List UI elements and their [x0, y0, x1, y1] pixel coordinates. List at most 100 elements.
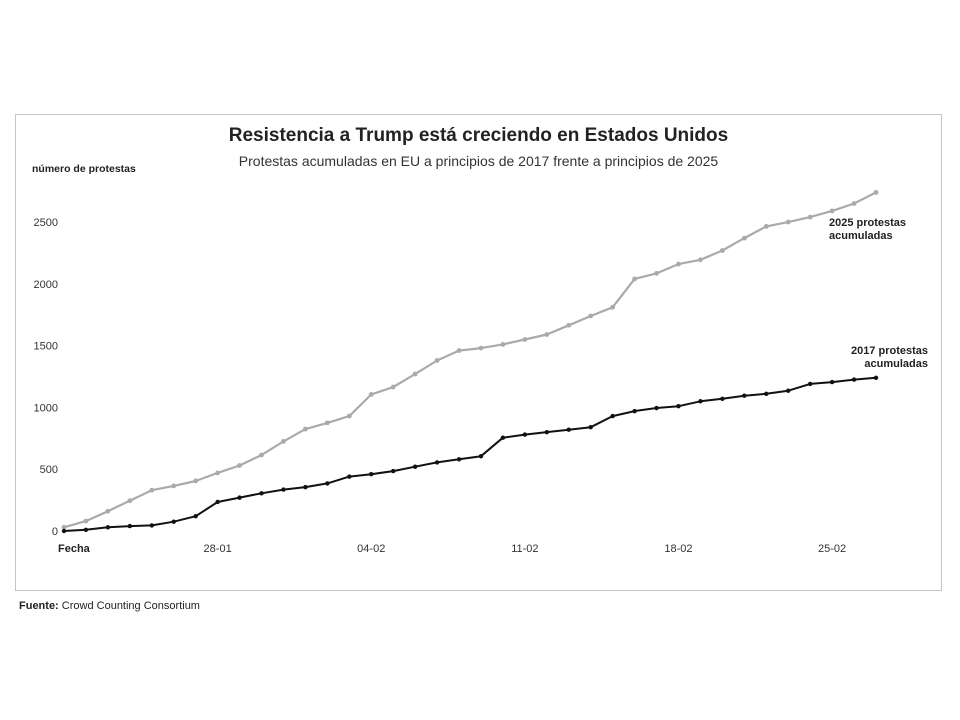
data-point-2025 [544, 332, 550, 337]
y-tick-label: 500 [40, 464, 58, 476]
data-point-2025 [434, 358, 440, 363]
data-point-2017 [61, 528, 67, 534]
data-point-2017 [764, 391, 769, 397]
data-point-2025 [456, 348, 462, 353]
source-note: Fuente: Crowd Counting Consortium [19, 600, 200, 612]
data-point-2025 [105, 508, 111, 514]
x-tick-label: 18-02 [664, 543, 692, 555]
data-point-2025 [368, 392, 374, 397]
data-point-2025 [741, 235, 747, 241]
data-point-2025 [215, 470, 221, 476]
data-point-2017 [807, 381, 813, 387]
data-point-2017 [83, 527, 89, 532]
data-point-2017 [786, 388, 791, 393]
data-point-2017 [654, 405, 659, 411]
chart-frame: Resistencia a Trump está creciendo en Es… [15, 114, 942, 591]
data-point-2025 [412, 371, 418, 377]
data-point-2025 [303, 426, 308, 432]
source-label: Fuente: [19, 600, 59, 612]
data-point-2025 [478, 345, 484, 351]
data-point-2017 [127, 523, 133, 529]
data-point-2017 [390, 468, 396, 474]
data-point-2025 [654, 270, 659, 276]
series-line-2017 [63, 376, 877, 532]
y-tick-label: 1000 [34, 402, 58, 414]
data-point-2017 [412, 464, 418, 469]
data-point-2017 [434, 460, 440, 465]
data-point-2017 [149, 523, 154, 528]
series-line-2025 [63, 191, 877, 529]
x-axis-label: Fecha [58, 543, 91, 555]
data-point-2025 [588, 313, 594, 319]
data-point-2017 [829, 379, 835, 385]
x-tick-label: 11-02 [511, 543, 538, 555]
data-point-2017 [347, 474, 352, 479]
data-point-2025 [676, 261, 681, 267]
data-point-2017 [588, 425, 593, 430]
y-tick-label: 0 [52, 526, 58, 538]
x-tick-label: 28-01 [204, 543, 232, 555]
data-point-2025 [851, 201, 857, 206]
data-point-2025 [763, 223, 769, 229]
data-point-2025 [566, 322, 572, 328]
data-point-2025 [522, 337, 528, 342]
data-point-2025 [698, 257, 703, 263]
x-tick-label: 04-02 [357, 543, 385, 555]
data-point-2017 [544, 429, 550, 435]
data-point-2025 [390, 384, 396, 390]
data-point-2025 [807, 214, 813, 220]
data-point-2025 [346, 413, 352, 419]
y-tick-label: 2000 [34, 279, 58, 291]
data-point-2017 [720, 396, 725, 401]
data-point-2025 [193, 478, 199, 484]
data-point-2017 [281, 487, 286, 492]
data-point-2025 [237, 463, 242, 468]
chart-subtitle: Protestas acumuladas en EU a principios … [238, 153, 719, 169]
data-point-2017 [610, 413, 615, 419]
data-point-2017 [259, 491, 264, 496]
data-point-2017 [478, 454, 484, 459]
data-point-2025 [149, 487, 155, 493]
data-point-2025 [719, 248, 725, 253]
y-tick-label: 1500 [34, 341, 58, 353]
data-point-2025 [829, 208, 835, 214]
y-tick-label: 2500 [34, 217, 58, 229]
data-point-2025 [83, 518, 89, 524]
data-point-2017 [456, 457, 462, 462]
data-point-2017 [676, 403, 681, 409]
data-point-2025 [500, 342, 506, 347]
data-point-2017 [500, 435, 506, 440]
data-point-2017 [522, 432, 528, 437]
data-point-2017 [325, 481, 330, 486]
data-point-2017 [171, 519, 176, 524]
data-point-2017 [369, 471, 374, 477]
data-point-2025 [171, 483, 177, 489]
data-point-2025 [324, 420, 330, 426]
data-point-2025 [259, 452, 264, 458]
chart-title: Resistencia a Trump está creciendo en Es… [228, 125, 729, 146]
data-point-2017 [742, 393, 747, 398]
data-point-2025 [610, 304, 616, 310]
data-point-2017 [632, 408, 637, 414]
y-axis-label: número de protestas [32, 163, 136, 175]
data-point-2017 [566, 427, 571, 432]
data-point-2017 [698, 399, 703, 404]
series-label-2025: 2025 protestas acumuladas [829, 217, 906, 242]
x-tick-label: 25-02 [818, 543, 846, 555]
data-point-2017 [303, 484, 308, 490]
data-point-2017 [215, 499, 220, 505]
data-point-2025 [632, 276, 637, 282]
data-point-2025 [785, 219, 791, 225]
data-point-2025 [873, 190, 879, 195]
data-point-2017 [851, 377, 857, 382]
data-point-2017 [193, 513, 198, 519]
data-point-2017 [237, 495, 242, 500]
data-point-2017 [105, 525, 111, 530]
line-chart: 0 500 1000 1500 2000 2500 Fecha 28-01 04-02 11-02… [34, 190, 928, 555]
data-point-2017 [873, 375, 879, 380]
data-point-2025 [127, 498, 133, 504]
data-point-2025 [281, 439, 286, 444]
series-label-2017: 2017 protestas acumuladas [851, 345, 928, 370]
source-text: Crowd Counting Consortium [61, 600, 200, 612]
data-point-2025 [61, 524, 67, 530]
